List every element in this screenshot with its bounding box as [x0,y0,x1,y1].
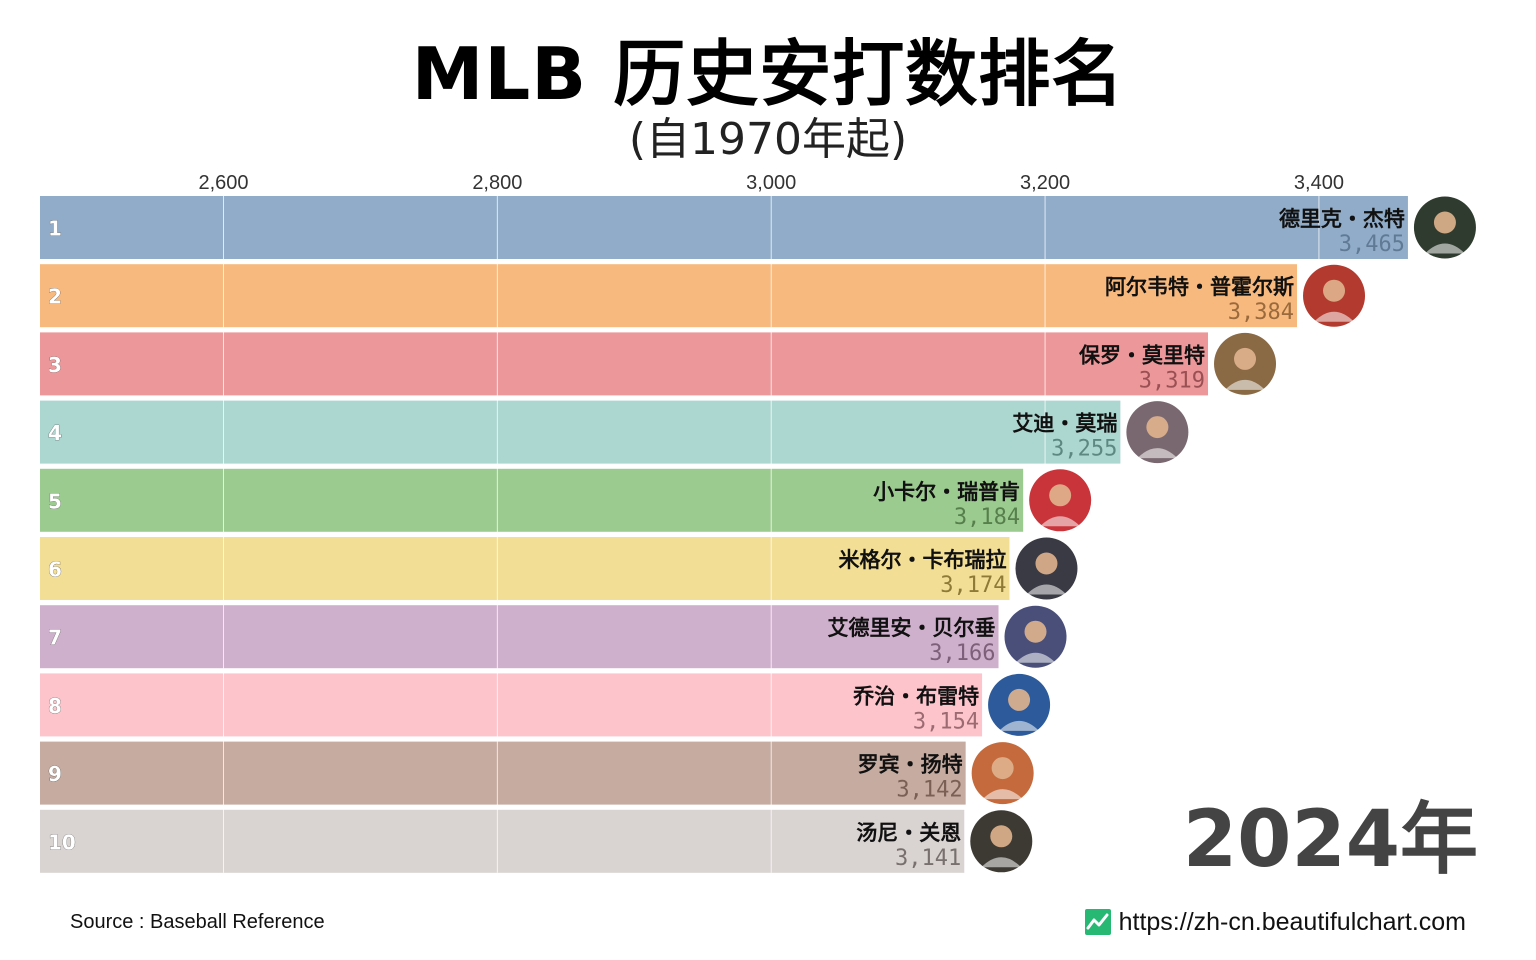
avatar-shoulders [1314,311,1355,322]
bar [40,537,1010,600]
player-name: 保罗・莫里特 [1078,343,1205,367]
avatar-face [1234,347,1257,370]
avatar-shoulders [1026,584,1067,595]
rank-label: 2 [48,285,62,309]
avatar-shoulders [1137,448,1178,459]
bar [40,264,1298,328]
avatar-face [1049,484,1072,507]
bar [40,605,999,669]
rank-label: 1 [48,217,62,241]
avatar-shoulders [1424,243,1465,254]
bar [40,332,1209,396]
bar [40,741,966,805]
source-label: Source : Baseball Reference [70,911,325,933]
x-tick-label: 2,600 [198,172,248,194]
rank-label: 9 [48,762,62,786]
value-label: 3,154 [913,709,979,734]
bar [40,400,1121,464]
avatar-shoulders [999,720,1040,731]
avatar-face [1323,279,1346,302]
player-name: 小卡尔・瑞普肯 [873,480,1020,504]
avatar-face [1024,620,1047,643]
value-label: 3,174 [940,573,1006,598]
chart-title: MLB 历史安打数排名 [411,32,1125,116]
rank-label: 7 [48,626,62,650]
player-name: 阿尔韦特・普霍尔斯 [1105,275,1294,299]
line-chart-icon [1084,909,1111,935]
avatar-shoulders [1225,379,1266,390]
year-label: 2024年 [1182,795,1478,885]
bar [40,673,983,737]
x-tick-label: 3,000 [746,172,796,194]
avatar-face [991,757,1014,780]
player-name: 米格尔・卡布瑞拉 [838,548,1006,572]
value-label: 3,141 [895,846,961,871]
avatar-face [1035,552,1058,575]
bar [40,196,1408,259]
value-label: 3,319 [1139,368,1205,393]
player-name: 艾迪・莫瑞 [1012,412,1117,436]
rank-label: 10 [48,830,76,854]
value-label: 3,465 [1339,232,1405,257]
x-tick-label: 3,200 [1020,172,1070,194]
x-tick-label: 2,800 [472,172,522,194]
rank-label: 5 [48,489,62,513]
player-name: 汤尼・关恩 [856,821,961,845]
avatar-face [1008,688,1031,711]
bar [40,468,1024,532]
avatar-shoulders [981,857,1022,868]
rank-label: 4 [48,421,62,445]
player-name: 乔治・布雷特 [852,684,979,708]
value-label: 3,166 [929,641,995,666]
website-link[interactable]: https://zh-cn.beautifulchart.com [1084,904,1466,940]
rank-label: 6 [48,558,62,582]
x-tick-label: 3,400 [1294,172,1344,194]
player-name: 德里克・杰特 [1279,207,1405,231]
value-label: 3,184 [954,505,1020,530]
avatar-face [990,825,1013,848]
value-label: 3,384 [1228,300,1294,325]
avatar-shoulders [1015,652,1056,663]
avatar-shoulders [982,789,1023,800]
player-name: 艾德里安・贝尔垂 [828,616,996,640]
value-label: 3,255 [1051,437,1117,462]
avatar-face [1433,211,1456,234]
rank-label: 8 [48,694,62,718]
bar [40,809,965,873]
rank-label: 3 [48,353,62,377]
avatar-face [1146,416,1169,439]
avatar-shoulders [1040,516,1081,527]
website-url[interactable]: https://zh-cn.beautifulchart.com [1118,907,1466,936]
player-name: 罗宾・扬特 [858,753,963,777]
value-label: 3,142 [896,778,962,803]
chart-subtitle: (自1970年起) [628,114,908,165]
